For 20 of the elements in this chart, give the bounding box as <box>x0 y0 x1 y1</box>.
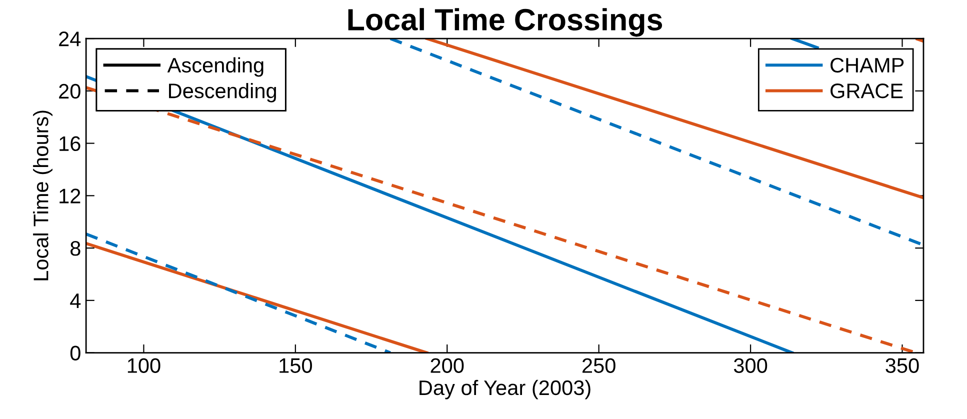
y-tick-label: 16 <box>60 136 80 152</box>
x-tick-label: 350 <box>886 358 919 373</box>
legend-label: GRACE <box>830 84 903 98</box>
y-tick-label: 24 <box>59 32 81 46</box>
y-axis-title: Local Time (hours) <box>33 110 52 280</box>
chart-title: Local Time Crossings <box>348 8 662 37</box>
legend-label: Ascending <box>167 57 264 77</box>
legend-label: CHAMP <box>830 58 904 73</box>
x-tick-label: 200 <box>430 358 464 373</box>
y-tick-label: 8 <box>70 241 80 256</box>
x-tick-label: 150 <box>280 358 312 373</box>
x-tick-label: 300 <box>734 358 768 373</box>
x-tick-label: 100 <box>128 358 160 373</box>
x-axis-title: Day of Year (2003) <box>420 380 590 400</box>
x-tick-label: 250 <box>582 358 616 373</box>
legend-label: Descending <box>169 82 276 102</box>
y-tick-label: 20 <box>59 84 80 99</box>
y-tick-label: 4 <box>70 294 81 308</box>
y-tick-label: 12 <box>60 188 80 204</box>
y-tick-label: 0 <box>70 346 80 361</box>
